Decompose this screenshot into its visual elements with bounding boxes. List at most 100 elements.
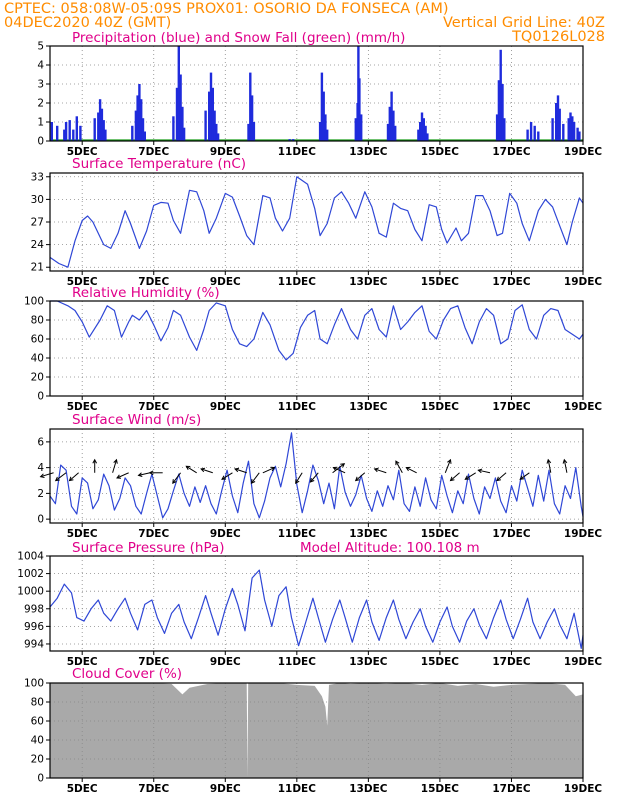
precip-bar: [571, 116, 574, 141]
precip-bar: [140, 99, 143, 141]
x-tick-label: 5DEC: [67, 528, 98, 540]
x-tick-label: 13DEC: [349, 528, 388, 540]
wind-arrow-head: [250, 479, 256, 485]
precip-bar: [143, 131, 146, 141]
precip-bar: [322, 91, 325, 141]
precip-bar: [318, 122, 322, 141]
pressure-title: Surface Pressure (hPa): [72, 540, 225, 556]
y-tick-label: 100: [24, 678, 44, 690]
precip-bar: [213, 110, 216, 141]
precip-bar: [526, 129, 529, 141]
x-tick-label: 9DEC: [210, 146, 241, 158]
x-tick-label: 13DEC: [349, 146, 388, 158]
wind-arrow-head: [116, 474, 122, 479]
wind-arrow-head: [496, 476, 502, 482]
precip-bar: [578, 131, 581, 141]
precip-bar: [558, 108, 561, 141]
x-tick-label: 19DEC: [564, 528, 603, 540]
precip-bar: [250, 95, 254, 141]
y-tick-label: 1004: [17, 551, 44, 563]
wind-arrow-head: [185, 465, 191, 471]
y-tick-label: 27: [31, 217, 44, 229]
wind-arrow-head: [562, 458, 568, 464]
pressure-panel: 994 996 998 1000 1002 1004 5DEC 7DEC 9DEC 11DEC 13…: [17, 551, 602, 669]
header-grid-info: Vertical Grid Line: 40Z: [443, 15, 605, 31]
x-tick-label: 15DEC: [421, 146, 460, 158]
y-tick-label: 20: [31, 372, 44, 384]
precip-bar: [503, 118, 506, 141]
precip-bar: [555, 103, 558, 141]
x-tick-label: 13DEC: [349, 656, 388, 668]
wind-arrow: [116, 472, 129, 479]
wind-arrow-head: [477, 468, 483, 474]
precip-bar: [324, 114, 327, 141]
wind-arrow: [69, 472, 79, 481]
y-tick-label: 21: [31, 262, 44, 274]
precip-bar: [249, 72, 252, 141]
wind-arrow-head: [137, 472, 143, 477]
precip-bar: [390, 91, 393, 141]
x-tick-label: 15DEC: [421, 656, 460, 668]
precip-bar: [181, 106, 184, 141]
precip-bar: [392, 110, 395, 141]
header-station: CPTEC: 058:08W-05:09S PROX01: OSORIO DA …: [4, 1, 449, 17]
x-tick-label: 7DEC: [138, 656, 169, 668]
x-tick-label: 13DEC: [349, 783, 388, 795]
precip-bar: [102, 120, 105, 141]
precip-bar: [326, 129, 329, 141]
x-tick-label: 19DEC: [564, 401, 603, 413]
precip-bar: [97, 112, 100, 141]
wind-arrow: [234, 468, 247, 474]
precip-bar: [216, 133, 220, 141]
precip-bar: [204, 110, 207, 141]
pressure-altitude-note: Model Altitude: 100.108 m: [300, 540, 480, 556]
precip-bar: [419, 122, 422, 141]
cloud-frame: [49, 682, 584, 779]
wind-arrow: [295, 472, 303, 484]
wind-arrow-head: [354, 476, 360, 482]
x-tick-label: 5DEC: [67, 276, 98, 288]
wind-arrow-head: [447, 458, 452, 464]
precip-bar: [134, 110, 138, 141]
x-tick-label: 17DEC: [492, 528, 531, 540]
x-tick-label: 17DEC: [492, 783, 531, 795]
wind-arrow-head: [449, 476, 455, 482]
wind-arrow-head: [519, 475, 525, 480]
temperature-title: Surface Temperature (nC): [72, 156, 246, 172]
precip-bar: [422, 118, 425, 141]
x-tick-label: 11DEC: [278, 401, 317, 413]
x-tick-label: 7DEC: [138, 276, 169, 288]
precip-bar: [182, 127, 186, 141]
x-tick-label: 9DEC: [210, 276, 241, 288]
wind-arrow: [374, 468, 387, 474]
wind-arrow: [200, 468, 213, 474]
x-tick-label: 9DEC: [210, 656, 241, 668]
y-tick-label: 2: [37, 488, 44, 500]
precip-bar: [537, 131, 540, 141]
x-tick-label: 5DEC: [67, 146, 98, 158]
y-tick-label: 0: [37, 773, 44, 785]
x-tick-label: 5DEC: [67, 401, 98, 413]
x-tick-label: 11DEC: [278, 146, 317, 158]
wind-arrow-head: [233, 467, 240, 473]
x-tick-label: 7DEC: [138, 401, 169, 413]
wind-arrow: [251, 472, 260, 484]
y-tick-label: 4: [37, 462, 44, 474]
precip-bar: [497, 80, 501, 141]
y-tick-label: 30: [31, 194, 44, 206]
wind-arrow: [547, 459, 552, 473]
y-tick-label: 60: [31, 716, 44, 728]
precip-bar: [426, 133, 429, 141]
y-tick-label: 6: [37, 436, 44, 448]
y-tick-label: 996: [24, 621, 44, 633]
y-tick-label: 4: [37, 60, 44, 72]
precip-bar: [424, 125, 427, 141]
cloud-cover-area: [50, 683, 583, 778]
wind-arrow: [55, 472, 67, 481]
y-tick-label: 80: [31, 315, 44, 327]
x-tick-label: 13DEC: [349, 401, 388, 413]
precip-bar: [209, 72, 213, 141]
y-tick-label: 1000: [17, 586, 44, 598]
wind-title: Surface Wind (m/s): [72, 412, 201, 428]
